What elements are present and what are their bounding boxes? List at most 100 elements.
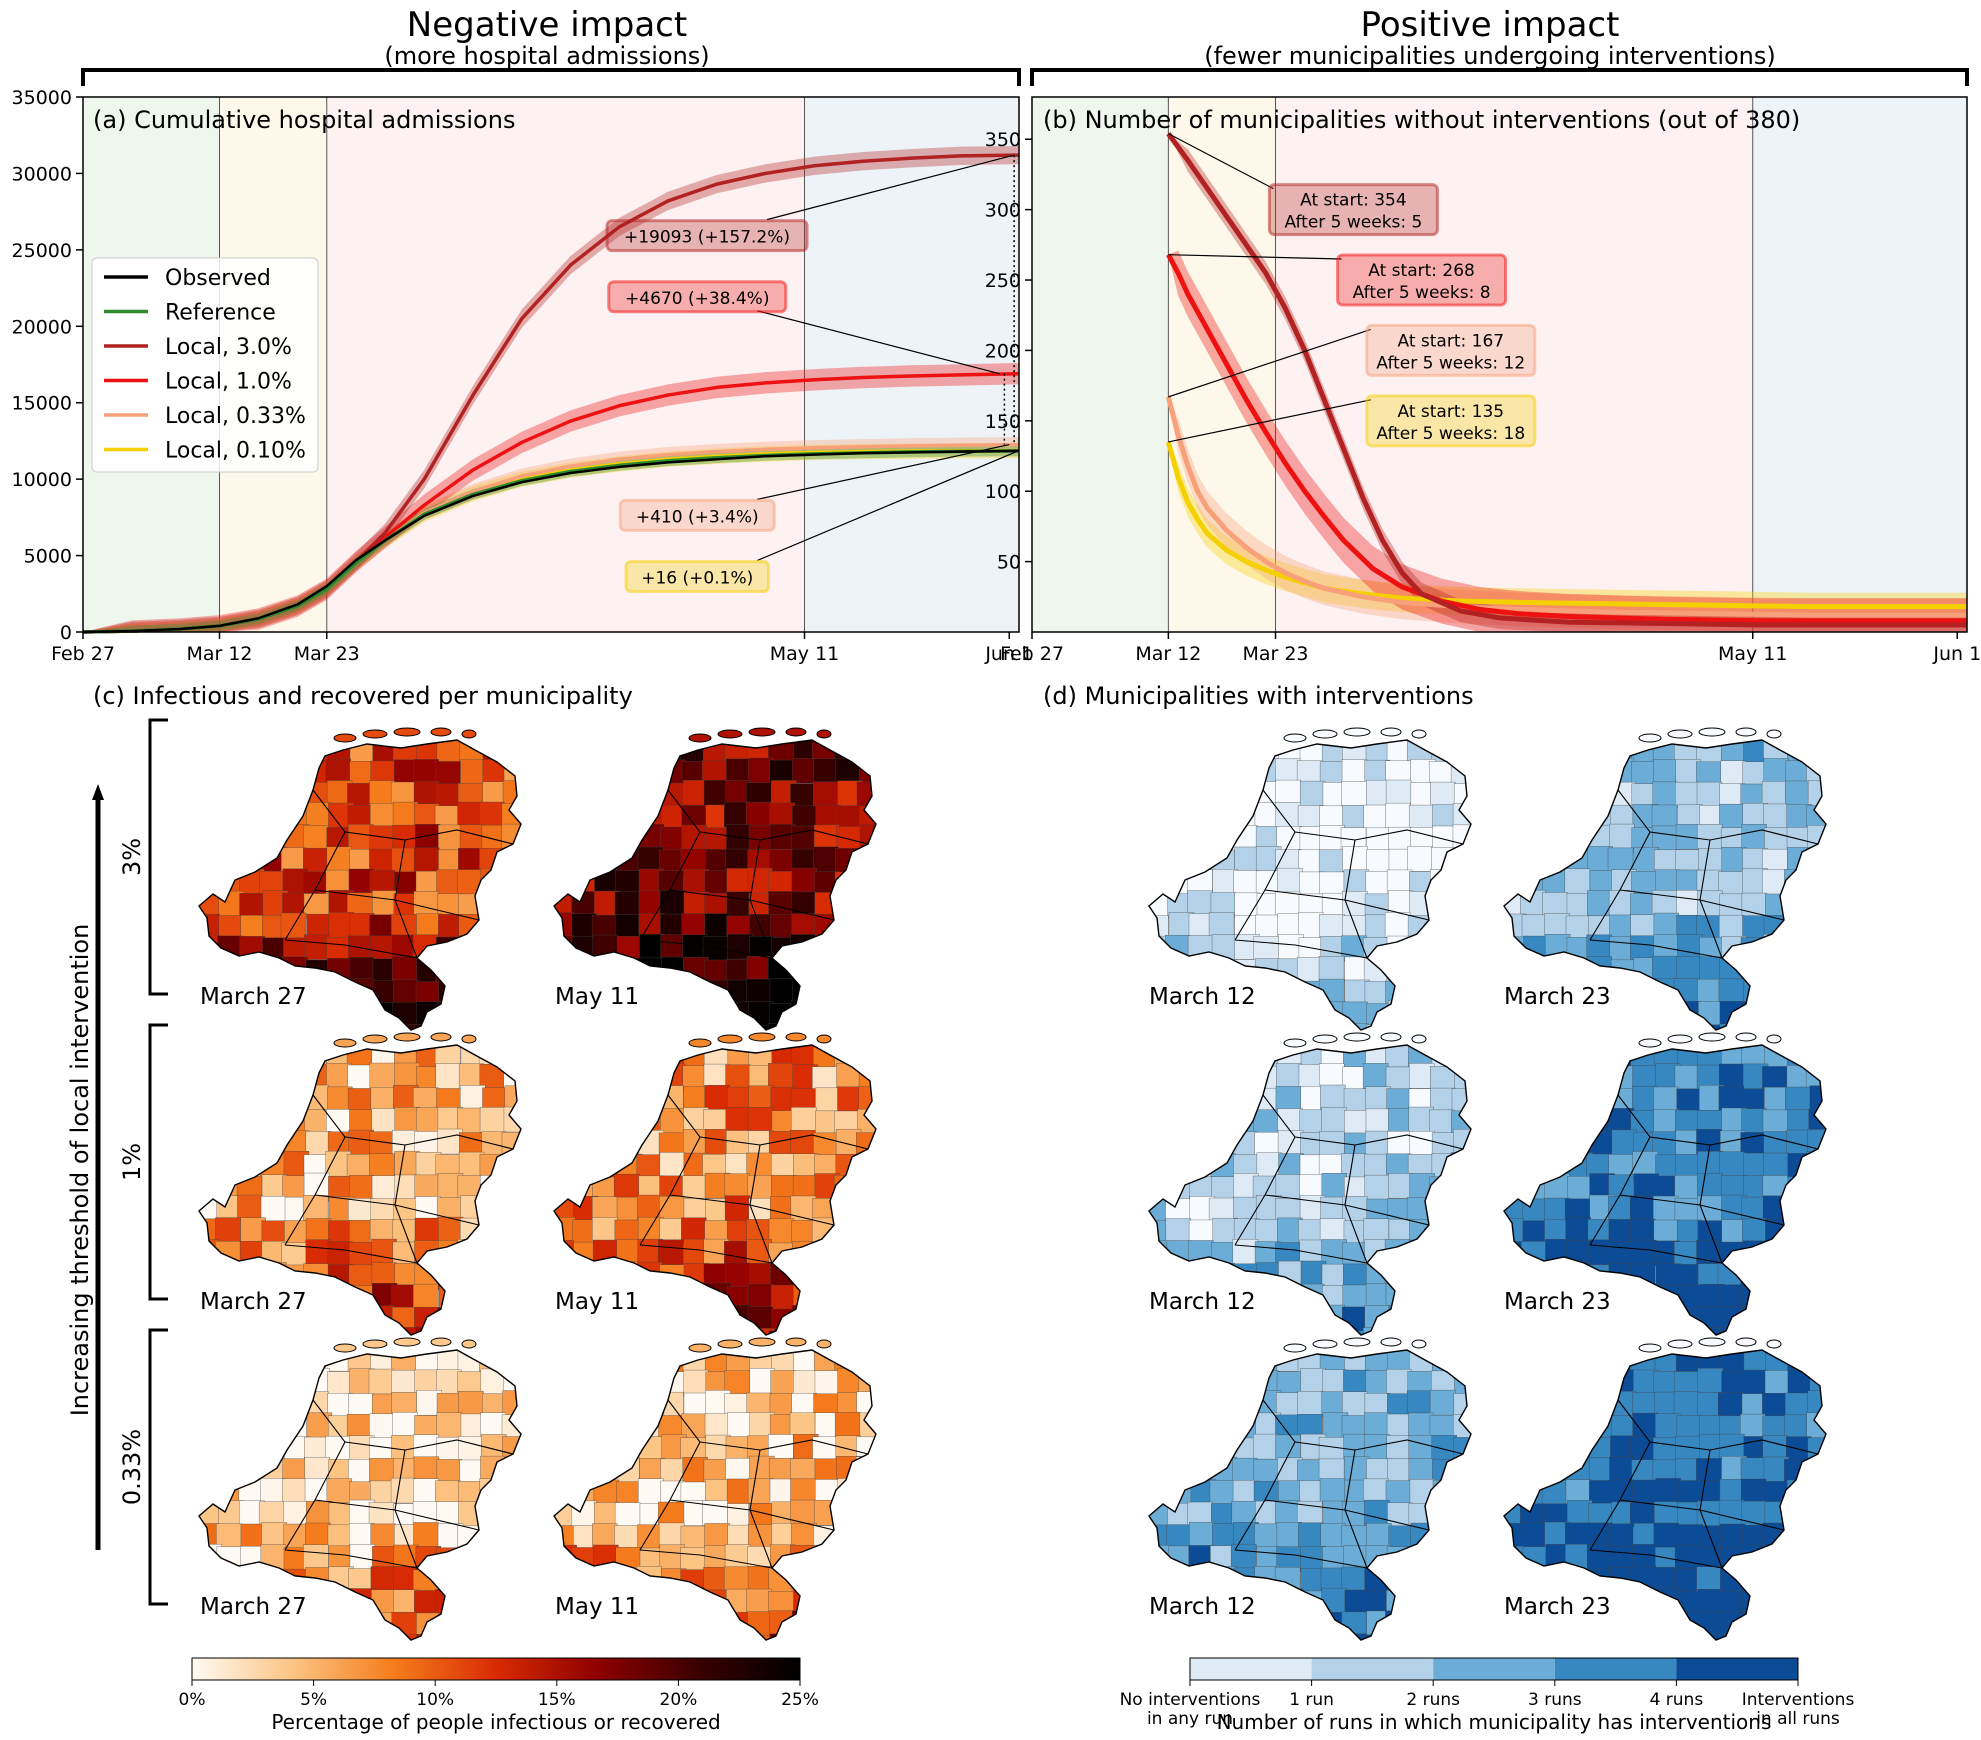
chart-b-phase-bg xyxy=(1275,97,1753,632)
chart-a-ytick-label: 0 xyxy=(60,622,72,644)
chart-a-ytick-label: 35000 xyxy=(12,87,72,109)
chart-a-annotation-leader xyxy=(757,444,1010,500)
chart-b-series-local1 xyxy=(1166,253,1967,624)
colorbar-c-tick-label: 0% xyxy=(179,1690,206,1710)
colorbar-d-frame xyxy=(1189,1657,1799,1681)
chart-b-ytick-label: 150 xyxy=(985,411,1021,433)
chart-b-annotation-label: At start: 354 xyxy=(1300,191,1407,211)
panel-c-colorbar: 0% 5% 10% 15% 20% 25% Percentage of people inf… xyxy=(179,1657,819,1734)
chart-b-title: (b) Number of municipalities without int… xyxy=(1043,106,1800,134)
left-header-subtitle: (more hospital admissions) xyxy=(384,42,709,70)
panel-c-map-caption: May 11 xyxy=(555,1289,639,1315)
chart-a-annotation-leader xyxy=(757,310,1000,375)
chart-a-annotation-label: +16 (+0.1%) xyxy=(641,569,753,589)
panel-d-colorbar: No interventions in any run 1 run 2 runs 3 r… xyxy=(1120,1657,1854,1734)
chart-b-ytick-label: 100 xyxy=(985,481,1021,503)
chart-b-ytick-label: 50 xyxy=(997,552,1021,574)
chart-b-ytick-label: 200 xyxy=(985,340,1021,362)
legend-frame xyxy=(91,257,319,473)
chart-a-ytick-label: 10000 xyxy=(12,469,72,491)
chart-b-annotation-label: At start: 135 xyxy=(1398,402,1505,422)
chart-a-annotation-label: +410 (+3.4%) xyxy=(636,507,759,527)
chart-a-annotation-leader xyxy=(766,154,1015,221)
panel-d-map-caption: March 12 xyxy=(1149,984,1256,1010)
colorbar-d-segment xyxy=(1676,1658,1798,1680)
chart-a-legend: Observed Reference Local, 3.0% Local, 1.0% L… xyxy=(91,257,319,473)
chart-b-series-local3 xyxy=(1166,132,1967,628)
chart-a-annotation-box xyxy=(605,219,809,253)
chart-a-title: (a) Cumulative hospital admissions xyxy=(93,106,515,134)
chart-b-annotation-leader xyxy=(1168,399,1371,443)
chart-b-phase-bg xyxy=(1032,97,1169,632)
chart-b-band-local010 xyxy=(1168,441,1967,621)
chart-b-phase-bg xyxy=(1752,97,1967,632)
panel-c-map-caption: May 11 xyxy=(555,984,639,1010)
chart-b-annotation-box xyxy=(1365,394,1537,448)
chart-b-ytick-label: 300 xyxy=(985,200,1021,222)
right-header-bracket xyxy=(1030,68,1969,86)
colorbar-d-tick-label: 2 runs xyxy=(1406,1690,1460,1710)
row-axis-arrow-head xyxy=(92,784,104,800)
colorbar-d-tick-label: 1 run xyxy=(1289,1690,1334,1710)
chart-b-xtick-label: Feb 27 xyxy=(1000,643,1064,665)
colorbar-c-tick-label: 20% xyxy=(660,1690,698,1710)
chart-b-annotation-leader xyxy=(1168,133,1274,190)
right-header-title: Positive impact xyxy=(1361,5,1620,45)
chart-b-annotation-box xyxy=(1267,183,1439,237)
chart-a-ytick-label: 30000 xyxy=(12,163,72,185)
chart-a-series-observed xyxy=(82,449,1020,634)
legend-label: Reference xyxy=(165,301,276,326)
chart-a: +19093 (+157.2%) +4670 (+38.4%) +410 (+3.4… xyxy=(12,87,1034,665)
chart-b-annotation-box xyxy=(1365,323,1537,377)
panel-c-row-label: 1% xyxy=(118,1143,146,1181)
panel-d-title: (d) Municipalities with interventions xyxy=(1043,682,1474,710)
chart-b-ytick-label: 250 xyxy=(985,270,1021,292)
colorbar-d-tick-label: 4 runs xyxy=(1650,1690,1704,1710)
chart-a-xtick-label: Mar 12 xyxy=(186,643,252,665)
panel-c-map-caption: March 27 xyxy=(200,1289,307,1315)
panel-d-map-caption: March 12 xyxy=(1149,1594,1256,1620)
colorbar-d-label: Number of runs in which municipality has… xyxy=(1217,1710,1772,1734)
panel-c-row-label: 0.33% xyxy=(118,1429,146,1505)
colorbar-c-gradient xyxy=(191,1657,801,1681)
chart-a-xtick-label: Mar 23 xyxy=(294,643,360,665)
panel-c-row-bracket xyxy=(148,718,168,996)
chart-a-annotation-leader xyxy=(757,450,1020,562)
panel-d-map-caption: March 12 xyxy=(1149,1289,1256,1315)
left-header-bracket xyxy=(81,68,1021,86)
chart-b-annotation-label: At start: 268 xyxy=(1368,261,1475,281)
chart-a-xtick-label: Feb 27 xyxy=(51,643,115,665)
colorbar-d-segment xyxy=(1433,1658,1555,1680)
chart-a-ytick-label: 20000 xyxy=(12,316,72,338)
colorbar-d-segment xyxy=(1554,1658,1677,1680)
chart-b-annotation-label: At start: 167 xyxy=(1398,331,1505,351)
chart-b-xtick-label: May 11 xyxy=(1718,643,1788,665)
chart-b-annotation-box xyxy=(1336,253,1508,307)
chart-b-annotation-label: After 5 weeks: 18 xyxy=(1376,424,1525,444)
panel-c-title: (c) Infectious and recovered per municip… xyxy=(93,682,633,710)
chart-a-annotation-label: +4670 (+38.4%) xyxy=(625,289,769,309)
row-axis-label: Increasing threshold of local interventi… xyxy=(66,924,94,1417)
chart-a-ytick-label: 15000 xyxy=(12,393,72,415)
legend-label: Observed xyxy=(165,266,271,291)
chart-b-annotation-label: After 5 weeks: 5 xyxy=(1284,213,1422,233)
chart-b-annotation-leader xyxy=(1168,328,1371,398)
chart-a-phase-bg xyxy=(804,97,1019,632)
left-header-title: Negative impact xyxy=(407,5,687,45)
chart-b-xtick-label: Mar 23 xyxy=(1242,643,1308,665)
chart-b-annotation-leader xyxy=(1168,254,1342,260)
panel-d-map-caption: March 23 xyxy=(1504,984,1611,1010)
chart-a-band-local010 xyxy=(83,442,1019,632)
chart-b-frame xyxy=(1031,96,1968,633)
chart-a-phase-bg xyxy=(326,97,805,632)
colorbar-d-tick-label: 3 runs xyxy=(1528,1690,1582,1710)
colorbar-d-tick-label: No interventions in any run xyxy=(1120,1690,1261,1729)
colorbar-d-segment xyxy=(1190,1658,1312,1680)
chart-b-xtick-label: Mar 12 xyxy=(1135,643,1201,665)
chart-b-annotation-label: After 5 weeks: 12 xyxy=(1376,353,1525,373)
panel-c-row-label: 3% xyxy=(118,838,146,876)
panel-c-map-caption: March 27 xyxy=(200,984,307,1010)
legend-label: Local, 0.33% xyxy=(165,404,306,429)
chart-a-annotation-box xyxy=(618,498,776,532)
